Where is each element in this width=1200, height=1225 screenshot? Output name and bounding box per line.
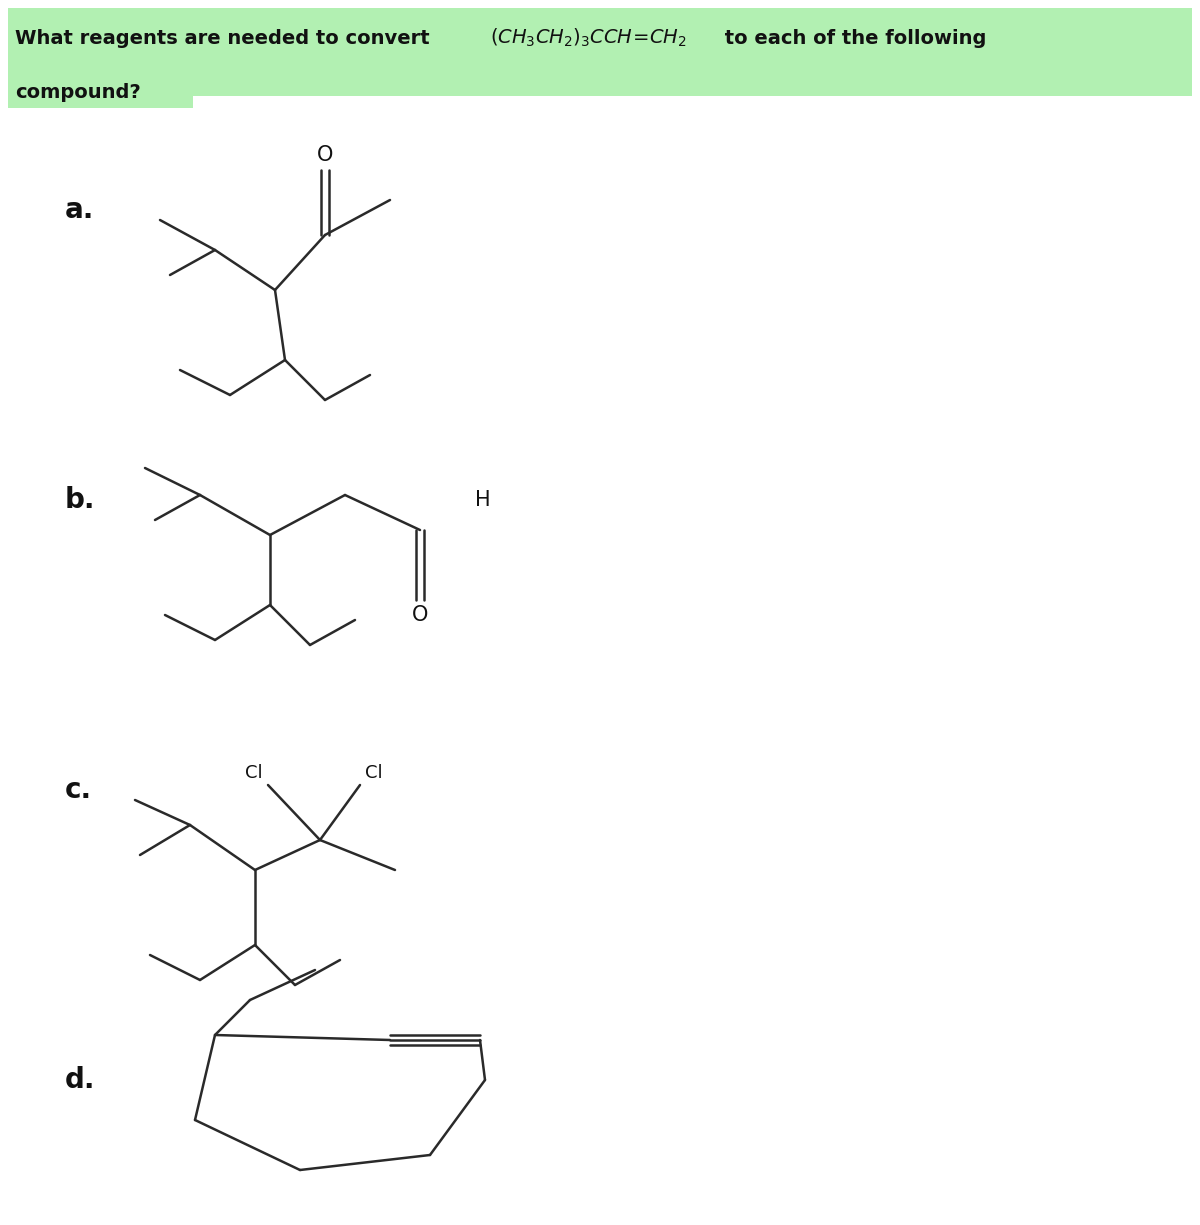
Text: b.: b. <box>65 486 96 514</box>
Text: O: O <box>317 145 334 165</box>
FancyBboxPatch shape <box>8 76 193 108</box>
Text: O: O <box>412 605 428 625</box>
Text: compound?: compound? <box>14 82 140 102</box>
Text: $(CH_3CH_2)_3CCH\!=\!CH_2$: $(CH_3CH_2)_3CCH\!=\!CH_2$ <box>490 27 686 49</box>
Text: a.: a. <box>65 196 95 224</box>
FancyBboxPatch shape <box>8 9 1192 96</box>
Text: c.: c. <box>65 775 92 804</box>
Text: Cl: Cl <box>245 764 263 782</box>
Text: to each of the following: to each of the following <box>718 28 986 48</box>
Text: d.: d. <box>65 1066 96 1094</box>
Text: Cl: Cl <box>365 764 383 782</box>
Text: What reagents are needed to convert: What reagents are needed to convert <box>14 28 437 48</box>
Text: H: H <box>475 490 491 510</box>
